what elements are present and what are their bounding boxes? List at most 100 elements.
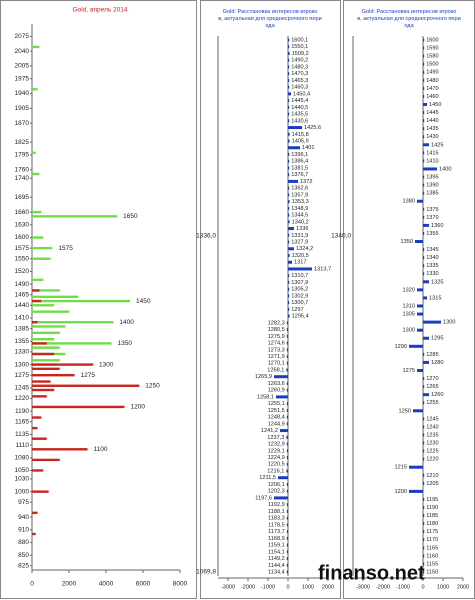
y-tick-label: 1220 xyxy=(15,395,30,402)
level-label: 1509,2 xyxy=(292,51,309,57)
level-label: 1440,5 xyxy=(291,105,308,111)
level-label: 1237,3 xyxy=(267,435,284,441)
bar xyxy=(423,127,425,131)
level-label: 1465,3 xyxy=(291,78,308,84)
level-label: 1395 xyxy=(426,175,438,181)
level-label: 1154,1 xyxy=(268,549,285,555)
bar xyxy=(286,503,288,507)
level-label: 1310 xyxy=(403,303,415,309)
bar xyxy=(286,536,288,540)
level-label: 1251,5 xyxy=(268,408,285,414)
bar xyxy=(286,361,288,365)
level-label: 1195 xyxy=(426,497,438,503)
bar xyxy=(423,62,425,66)
bar xyxy=(423,231,425,235)
level-label: 1134,4 xyxy=(268,569,285,575)
bar xyxy=(423,70,425,74)
level-label: 1340,2 xyxy=(292,219,309,225)
bar xyxy=(32,257,51,260)
y-tick-label: 1030 xyxy=(15,476,30,483)
bar xyxy=(32,278,44,282)
level-label: 1173,7 xyxy=(268,529,285,535)
level-label: 1435 xyxy=(426,126,438,132)
bar xyxy=(32,337,55,341)
level-label: 1330 xyxy=(426,271,438,277)
y-tick-label: 2075 xyxy=(15,33,30,40)
level-label: 1600,1 xyxy=(291,37,308,43)
bar xyxy=(286,516,288,520)
y-tick-label: 850 xyxy=(18,552,29,559)
bar xyxy=(288,126,302,130)
level-label: 1340 xyxy=(426,255,438,261)
level-label: 1480 xyxy=(426,78,438,84)
bar xyxy=(286,563,288,567)
bar xyxy=(409,344,423,348)
bar xyxy=(286,523,288,527)
y-tick-label: 1825 xyxy=(15,139,30,146)
level-label: 1307,9 xyxy=(291,280,308,286)
bar xyxy=(423,433,425,437)
level-label: 1310,7 xyxy=(291,273,308,279)
annotation: 1400 xyxy=(119,319,134,326)
level-label: 1295 xyxy=(431,336,443,342)
y-tick-label: 1080 xyxy=(15,454,30,461)
bar xyxy=(32,511,38,515)
bar xyxy=(288,38,290,42)
level-label: 1232,9 xyxy=(268,442,285,448)
level-label: 1345 xyxy=(426,247,438,253)
bar xyxy=(417,288,423,292)
y-tick-label: 1275 xyxy=(15,372,30,379)
level-label: 1480,3 xyxy=(291,64,308,70)
bar xyxy=(288,301,290,305)
level-label: 1410 xyxy=(426,158,438,164)
x-tick-label: 0 xyxy=(30,581,34,588)
level-label: 1170 xyxy=(426,537,438,543)
bar xyxy=(32,304,55,307)
bar xyxy=(32,342,47,345)
bar xyxy=(423,215,425,219)
level-label: 1159,1 xyxy=(268,543,285,549)
level-label: 1445,4 xyxy=(291,98,308,104)
bar xyxy=(423,473,425,477)
bar xyxy=(286,388,288,392)
bar xyxy=(32,458,60,462)
level-label: 1450 xyxy=(429,102,441,108)
level-label: 1490 xyxy=(426,70,438,76)
axis-label: 1069,8 xyxy=(196,569,216,576)
level-label: 1415 xyxy=(426,150,438,156)
level-label: 1325 xyxy=(431,279,443,285)
bar xyxy=(32,172,40,176)
level-label: 1216,1 xyxy=(267,468,284,474)
level-label: 1440 xyxy=(426,118,438,124)
level-label: 1460,3 xyxy=(291,85,308,91)
level-label: 1240 xyxy=(426,424,438,430)
bar xyxy=(288,240,290,244)
bar xyxy=(286,550,288,554)
bar xyxy=(423,546,425,550)
bar xyxy=(423,554,425,558)
level-label: 1155 xyxy=(426,561,438,567)
level-label: 1425,6 xyxy=(304,125,321,131)
bar xyxy=(423,481,425,485)
y-tick-label: 1490 xyxy=(15,281,30,288)
level-label: 1390 xyxy=(426,183,438,189)
bar xyxy=(423,538,425,542)
level-label: 1350 xyxy=(401,239,413,245)
bar xyxy=(423,86,425,90)
y-tick-label: 825 xyxy=(18,562,29,569)
annotation: 1275 xyxy=(81,372,96,379)
level-label: 1550,1 xyxy=(291,44,308,50)
bar xyxy=(288,92,291,96)
level-label: 1250 xyxy=(399,408,411,414)
y-tick-label: 2040 xyxy=(15,48,30,55)
level-label: 1362,6 xyxy=(291,186,308,192)
level-label: 1168,9 xyxy=(268,536,285,542)
y-tick-label: 1740 xyxy=(15,175,30,182)
y-tick-label: 1165 xyxy=(15,418,29,425)
level-label: 1300,7 xyxy=(291,300,308,306)
bar xyxy=(286,469,288,473)
level-label: 1300 xyxy=(443,320,455,326)
bar xyxy=(288,253,290,257)
x-tick-label: 1000 xyxy=(437,584,449,590)
bar xyxy=(32,215,118,218)
